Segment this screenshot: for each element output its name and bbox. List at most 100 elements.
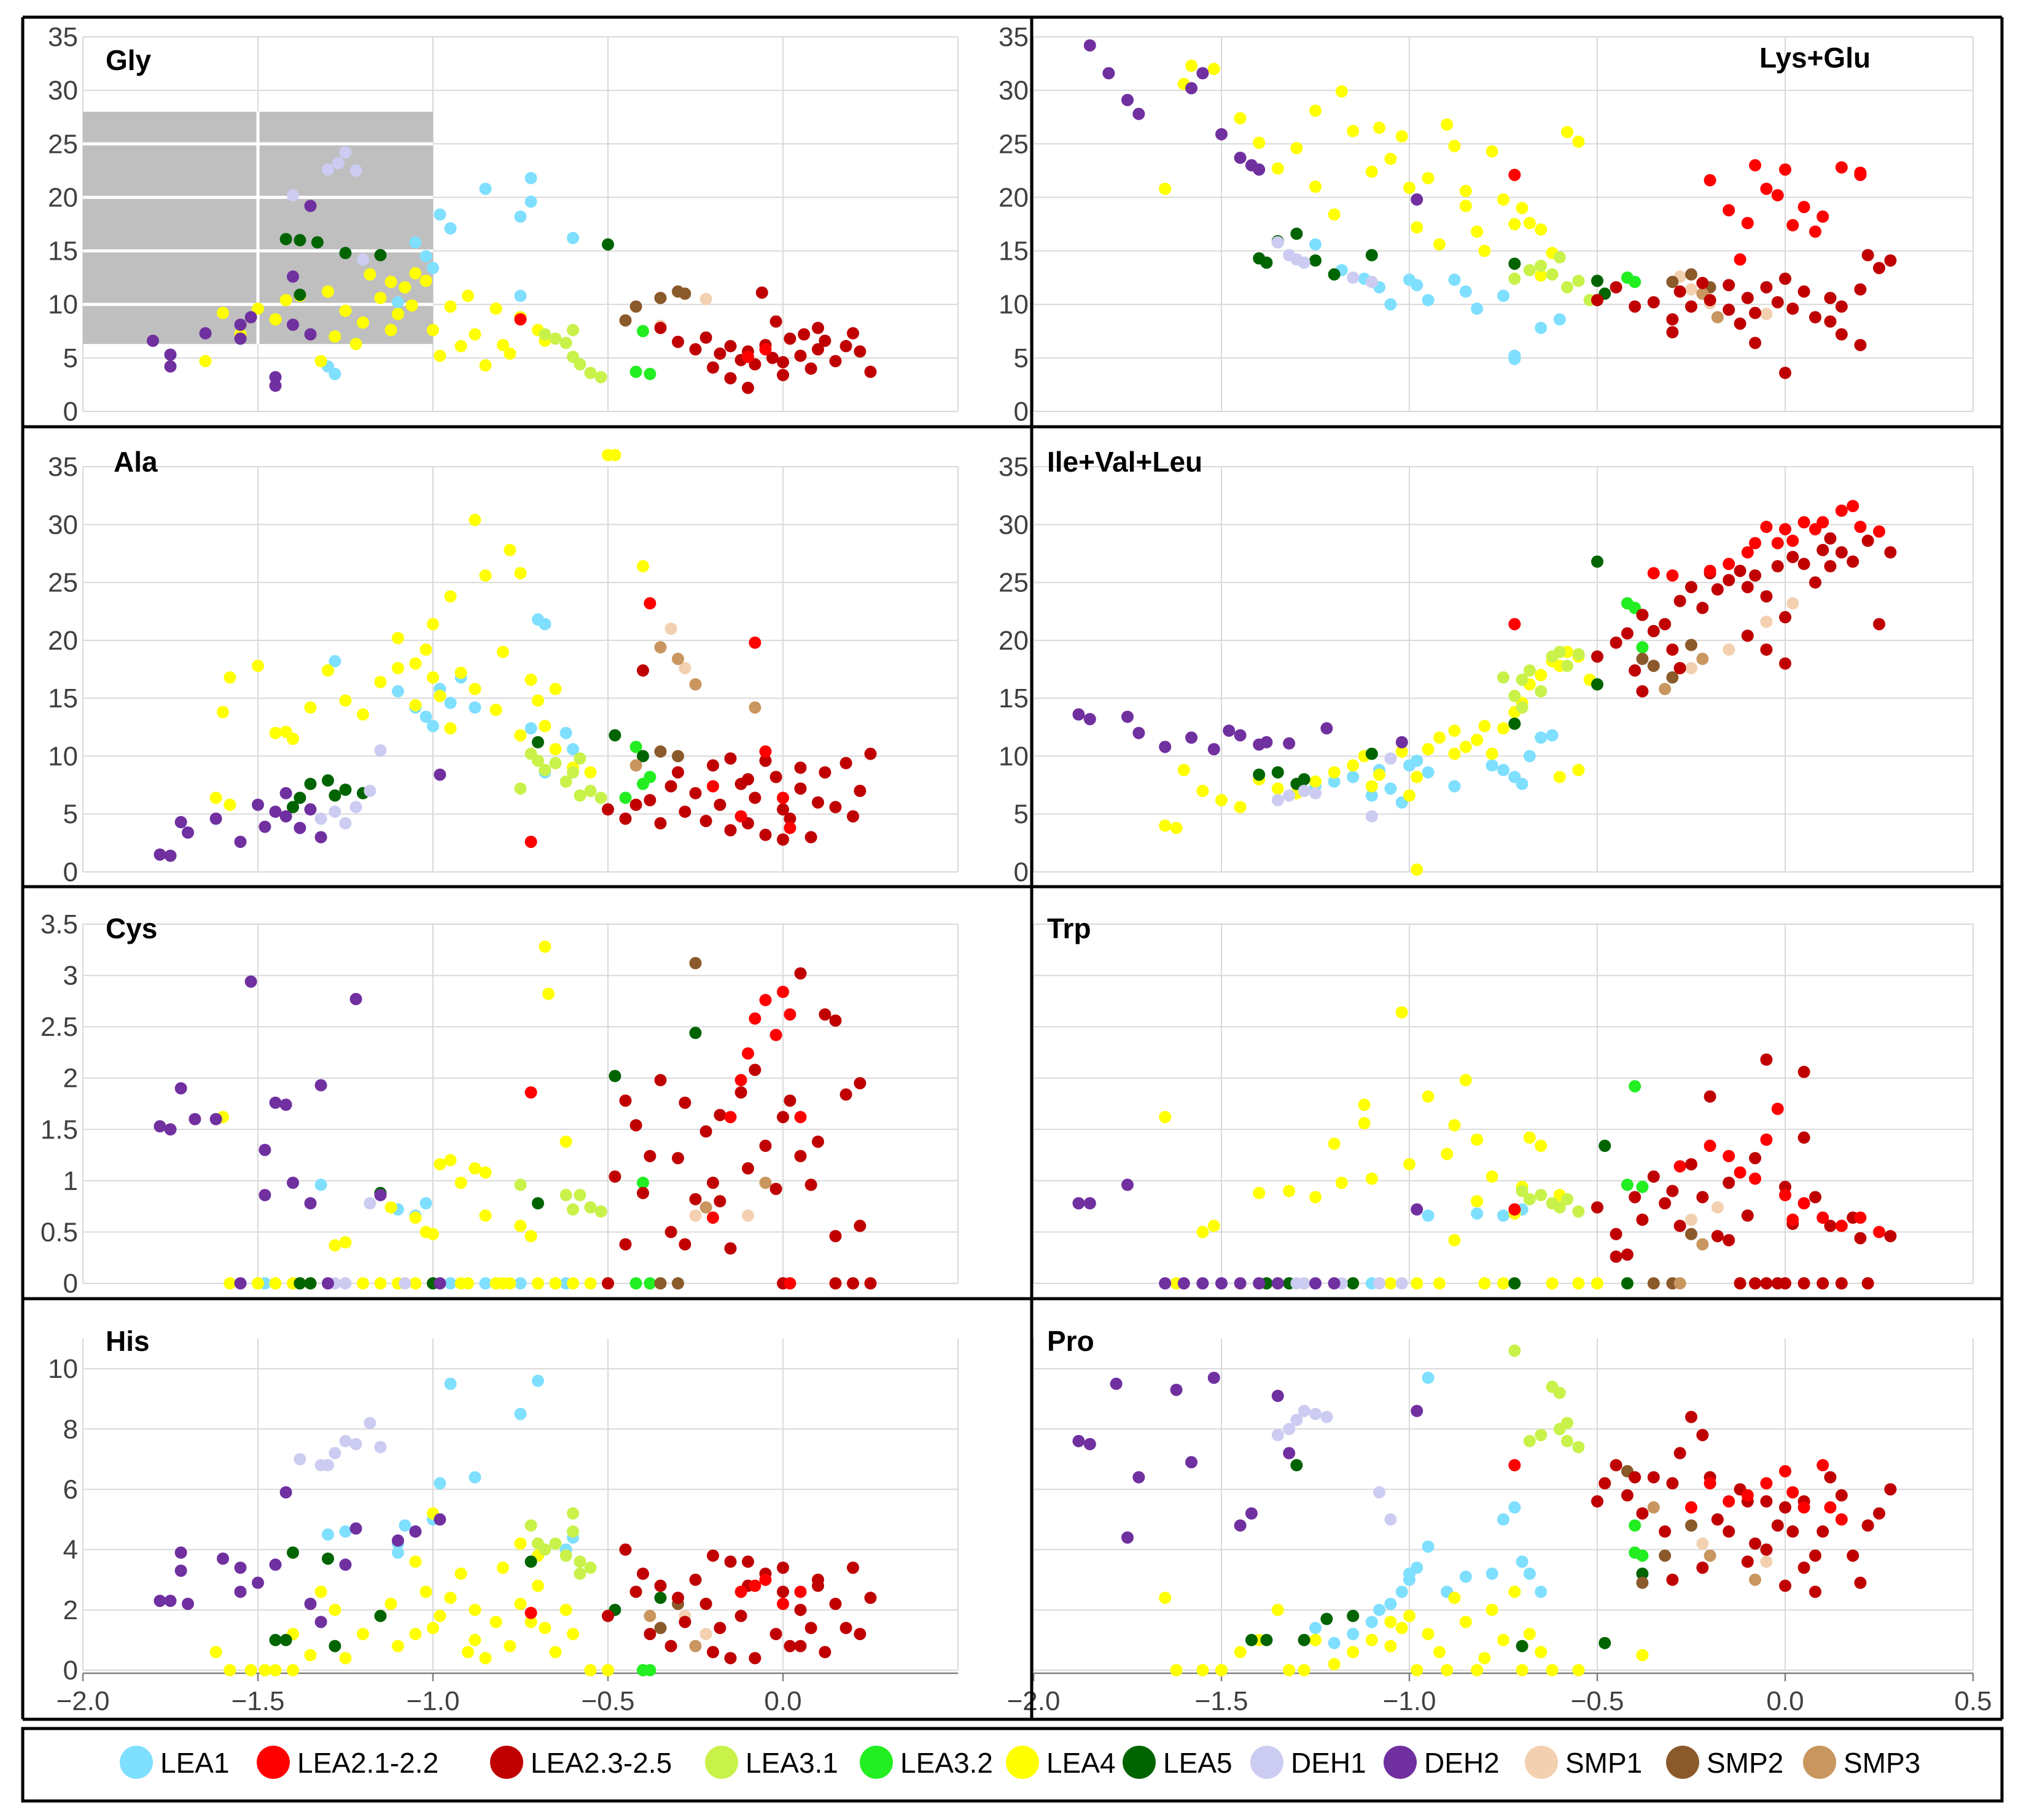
- legend-item-lea31: LEA3.1: [705, 1746, 838, 1779]
- data-point-smp3: [759, 1176, 772, 1189]
- data-point-lea4: [559, 1603, 572, 1616]
- data-point-deh1: [1365, 276, 1378, 289]
- data-point-lea4: [1159, 182, 1172, 195]
- data-point-lea2b: [847, 810, 859, 823]
- data-point-lea2b: [1723, 303, 1735, 316]
- data-point-lea4: [409, 1628, 422, 1641]
- data-point-lea4: [1403, 789, 1415, 802]
- data-point-lea2b: [777, 356, 789, 368]
- data-point-smp1: [1760, 1555, 1773, 1568]
- data-point-lea2b: [1760, 1543, 1773, 1556]
- data-point-lea2a: [749, 1012, 761, 1025]
- data-point-lea2b: [1797, 558, 1810, 570]
- data-point-lea4: [1328, 208, 1341, 221]
- data-point-lea2b: [724, 1652, 737, 1665]
- data-point-lea4: [469, 1603, 481, 1616]
- data-point-lea31: [1561, 281, 1574, 294]
- data-point-lea2a: [784, 1008, 796, 1021]
- data-point-lea2b: [714, 1622, 726, 1635]
- data-point-lea2b: [1835, 300, 1848, 313]
- data-point-lea4: [497, 645, 509, 658]
- y-tick-label: 2.5: [41, 1012, 78, 1042]
- data-point-lea2b: [724, 1242, 737, 1255]
- data-point-lea1: [329, 368, 341, 380]
- data-point-lea4: [279, 294, 292, 306]
- legend-label: LEA3.2: [900, 1747, 993, 1779]
- data-point-lea2b: [644, 1628, 656, 1641]
- data-point-smp2: [654, 292, 667, 305]
- data-point-smp2: [1636, 1576, 1649, 1589]
- y-tick-label: 30: [999, 510, 1029, 540]
- data-point-lea4: [514, 1598, 527, 1610]
- data-point-lea2b: [1598, 1477, 1611, 1490]
- data-point-lea4: [454, 1567, 467, 1580]
- data-point-lea5: [322, 1552, 334, 1565]
- data-point-lea4: [609, 449, 621, 462]
- data-point-lea4: [419, 643, 432, 656]
- data-point-lea2b: [679, 805, 691, 818]
- data-point-lea2b: [1797, 1561, 1810, 1574]
- data-point-lea2a: [1786, 1486, 1799, 1499]
- data-point-deh2: [259, 1143, 271, 1156]
- data-point-lea31: [1523, 1192, 1536, 1205]
- y-tick-label: 25: [48, 129, 78, 159]
- data-point-deh2: [1072, 1434, 1085, 1447]
- data-point-smp2: [1659, 1549, 1672, 1562]
- data-point-deh2: [164, 1595, 177, 1608]
- data-point-lea5: [1516, 1639, 1528, 1652]
- data-point-lea2b: [794, 967, 807, 980]
- data-point-deh2: [209, 812, 222, 825]
- data-point-lea4: [1553, 771, 1566, 784]
- data-point-lea2a: [1760, 1134, 1773, 1146]
- data-point-lea4: [1365, 1172, 1378, 1185]
- data-point-deh2: [294, 822, 306, 834]
- data-point-lea4: [1486, 1603, 1498, 1616]
- data-point-lea2a: [524, 1606, 537, 1619]
- data-point-lea1: [479, 182, 492, 195]
- data-point-lea4: [374, 1277, 387, 1289]
- data-point-lea1: [1422, 1371, 1435, 1384]
- data-point-deh2: [279, 810, 292, 823]
- data-point-lea2a: [759, 994, 772, 1006]
- panel-title: His: [106, 1325, 150, 1357]
- data-point-lea2a: [1797, 1197, 1810, 1210]
- data-point-deh1: [1373, 1486, 1386, 1499]
- data-point-lea4: [1196, 1226, 1209, 1239]
- data-point-deh1: [364, 1197, 376, 1210]
- data-point-lea4: [392, 632, 404, 645]
- data-point-lea4: [532, 1277, 544, 1289]
- data-point-lea2b: [766, 351, 779, 364]
- y-tick-label: 5: [1014, 799, 1029, 830]
- x-tick-label: −0.5: [1571, 1686, 1624, 1716]
- data-point-lea2b: [777, 803, 789, 816]
- data-point-lea2a: [1786, 219, 1799, 231]
- data-point-lea4: [1636, 1649, 1649, 1662]
- data-point-lea2b: [1666, 1477, 1679, 1490]
- data-point-lea4: [1486, 1170, 1498, 1183]
- data-point-lea2b: [777, 1561, 789, 1574]
- y-tick-label: 10: [999, 741, 1029, 771]
- data-point-lea4: [1433, 1277, 1446, 1289]
- data-point-lea4: [1177, 764, 1190, 777]
- data-point-lea4: [1459, 1616, 1472, 1628]
- data-point-deh1: [339, 817, 352, 830]
- data-point-lea2b: [829, 1230, 842, 1243]
- data-point-lea1: [1535, 322, 1548, 335]
- data-point-lea4: [1448, 747, 1461, 760]
- data-point-lea4: [637, 560, 649, 573]
- data-point-lea2b: [1809, 1549, 1821, 1562]
- data-point-smp3: [749, 701, 761, 714]
- data-point-lea4: [1384, 1277, 1397, 1289]
- data-point-smp2: [672, 750, 684, 763]
- data-point-lea2a: [1508, 168, 1521, 181]
- data-point-lea2b: [1760, 1277, 1773, 1289]
- data-point-lea2b: [1847, 1549, 1859, 1562]
- data-point-lea31: [1535, 259, 1548, 272]
- data-point-lea31: [574, 789, 586, 802]
- data-point-deh2: [1121, 1178, 1134, 1191]
- legend-label: DEH1: [1291, 1747, 1366, 1779]
- data-point-lea5: [287, 1546, 299, 1559]
- data-point-lea2b: [679, 1616, 691, 1628]
- data-point-lea2a: [1704, 174, 1716, 187]
